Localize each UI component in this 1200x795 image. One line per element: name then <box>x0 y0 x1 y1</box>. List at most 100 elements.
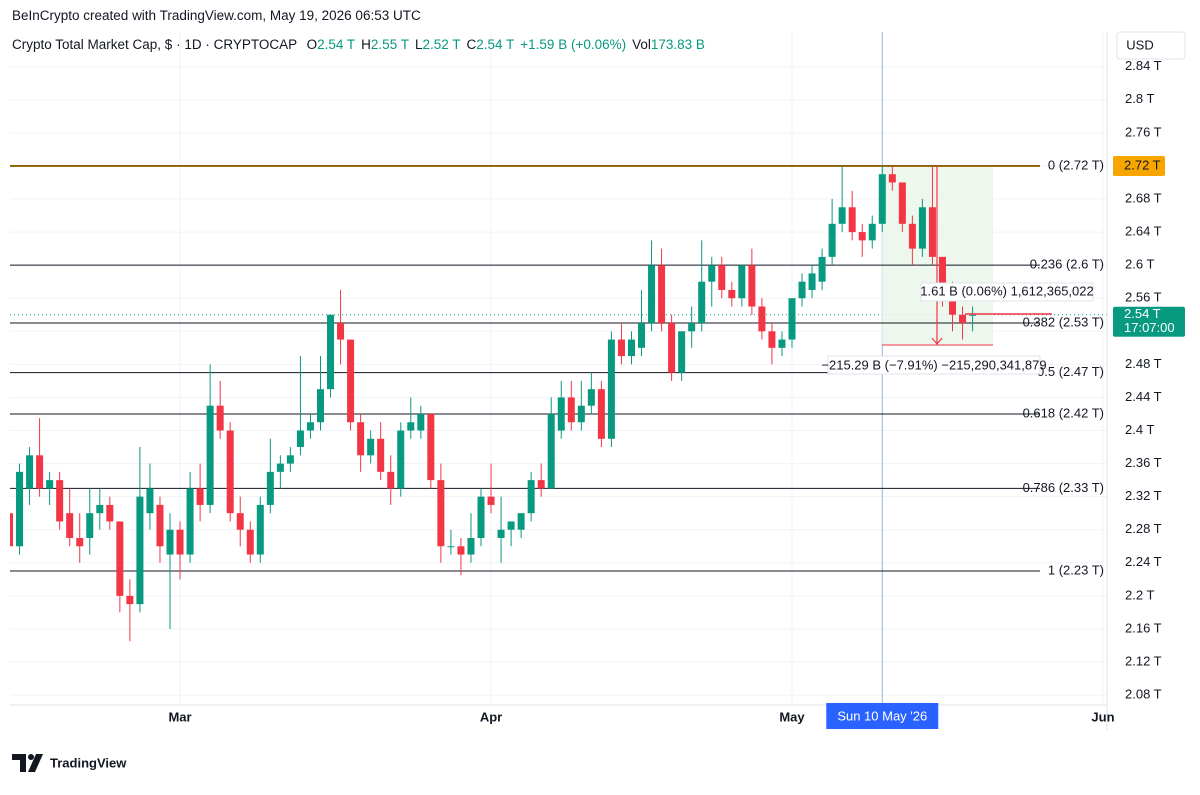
candle-body <box>316 389 324 423</box>
candle-body <box>236 513 244 530</box>
brand-logo <box>12 754 43 772</box>
candle-body <box>688 323 696 332</box>
y-tick-label: 2.2 T <box>1125 587 1154 602</box>
price-badge <box>1113 306 1185 337</box>
measure-label: 1.61 B (0.06%) 1,612,365,022 <box>920 283 1093 298</box>
candle-body <box>828 223 836 257</box>
candle-body <box>36 455 44 489</box>
candle-body <box>848 207 856 233</box>
candle-body <box>527 480 535 514</box>
y-tick-label: 2.24 T <box>1125 554 1162 569</box>
candle-body <box>868 223 876 241</box>
candle-body <box>577 405 585 423</box>
candle-body <box>246 529 254 555</box>
price-badge <box>1113 155 1165 176</box>
candle-body <box>286 455 294 464</box>
candle-body <box>938 256 946 299</box>
candle-body <box>969 314 977 316</box>
y-tick-label: 2.28 T <box>1125 521 1162 536</box>
candle-body <box>256 504 264 555</box>
crosshair-label: Sun 10 May '26 <box>837 708 927 723</box>
candle-body <box>427 413 435 481</box>
candle-body <box>176 529 184 555</box>
candle-body <box>638 323 646 348</box>
candle-body <box>587 389 595 406</box>
y-tick-label: 2.76 T <box>1125 124 1162 139</box>
candle-body <box>507 521 515 530</box>
candle-body <box>728 289 736 299</box>
candle-body <box>768 331 776 348</box>
candle-body <box>76 537 84 547</box>
brand: TradingView <box>50 755 127 770</box>
volume-key: Vol <box>632 37 651 52</box>
candle-body <box>327 314 335 390</box>
currency-box[interactable] <box>1116 31 1186 60</box>
y-tick-label: 2.32 T <box>1125 488 1162 503</box>
candle-body <box>517 513 525 530</box>
candle-body <box>808 273 816 290</box>
candle-body <box>959 314 967 324</box>
y-tick-label: 2.12 T <box>1125 653 1162 668</box>
candle-body <box>86 513 94 538</box>
candle-body <box>918 207 926 249</box>
fib-label: 0.5 (2.47 T) <box>1037 364 1104 379</box>
y-tick-label: 2.48 T <box>1125 356 1162 371</box>
candle-body <box>738 265 746 299</box>
candle-body <box>66 513 74 538</box>
measure-label: −215.29 B (−7.91%) −215,290,341,879 <box>821 357 1046 372</box>
change: +1.59 B (+0.06%) <box>520 37 627 52</box>
candle-body <box>928 207 936 257</box>
ohlc-key: H <box>361 37 371 52</box>
candle-body <box>467 537 475 555</box>
candle-body <box>116 521 124 596</box>
candle-body <box>798 281 806 299</box>
candle-body <box>106 504 114 522</box>
candle-body <box>206 405 214 505</box>
price-badge-label: 2.72 T <box>1124 157 1161 172</box>
candle-body <box>266 471 274 505</box>
measure-label-box <box>827 355 1041 375</box>
candle-body <box>16 471 24 547</box>
fib-label: 0.236 (2.6 T) <box>1030 257 1104 272</box>
candle-body <box>407 422 415 431</box>
candle-body <box>627 339 635 357</box>
candle-body <box>477 496 485 538</box>
candle-body <box>567 397 575 423</box>
candle-body <box>658 265 666 324</box>
candle-body <box>357 422 365 456</box>
candle-body <box>678 331 686 373</box>
logo-part <box>28 754 43 772</box>
candle-body <box>166 529 174 555</box>
fib-label: 0.786 (2.33 T) <box>1023 480 1104 495</box>
candle-body <box>818 256 826 282</box>
fib-label: 0 (2.72 T) <box>1048 157 1104 172</box>
candle-body <box>778 339 786 348</box>
y-tick-label: 2.36 T <box>1125 455 1162 470</box>
fib-label: 0.618 (2.42 T) <box>1023 405 1104 420</box>
candle-body <box>888 174 896 183</box>
candle-body <box>858 232 866 241</box>
candle-body <box>547 413 555 489</box>
candle-body <box>347 339 355 423</box>
candle-body <box>908 223 916 249</box>
ohlc-value: 2.55 T <box>370 37 409 52</box>
candle-body <box>537 480 545 489</box>
y-tick-label: 2.68 T <box>1125 190 1162 205</box>
y-tick-label: 2.44 T <box>1125 389 1162 404</box>
symbol: Crypto Total Market Cap, $ · 1D · CRYPTO… <box>12 37 297 52</box>
candle-body <box>186 488 194 555</box>
candle-body <box>758 306 766 332</box>
candle-body <box>417 413 425 431</box>
volume-value: 173.83 B <box>650 37 705 52</box>
fib-label: 0.382 (2.53 T) <box>1023 314 1104 329</box>
x-tick-label: Apr <box>480 709 502 724</box>
candle-body <box>296 430 304 448</box>
countdown: 17:07:00 <box>1124 320 1175 335</box>
ohlc-value: 2.54 T <box>476 37 515 52</box>
legend: Crypto Total Market Cap, $ · 1D · CRYPTO… <box>12 37 705 52</box>
candle-body <box>698 281 706 324</box>
currency[interactable]: USD <box>1126 37 1153 52</box>
ohlc-key: L <box>414 37 423 52</box>
